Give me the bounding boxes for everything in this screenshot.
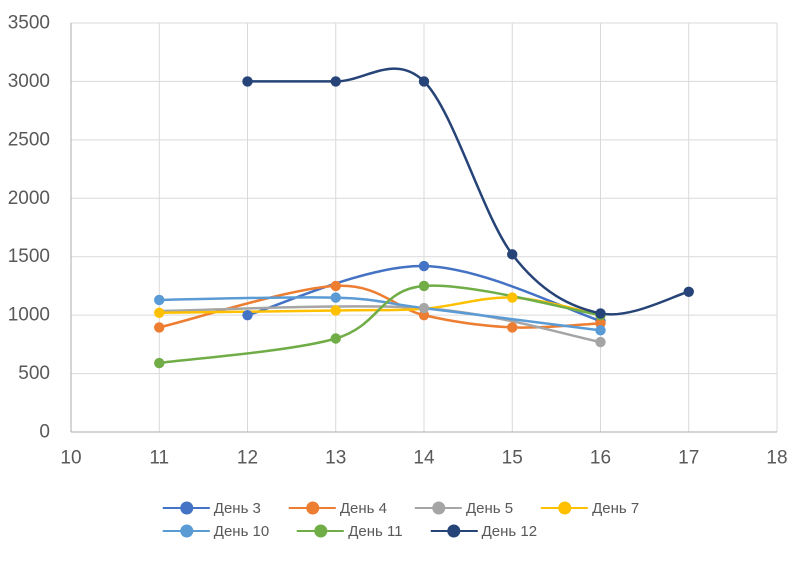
svg-text:12: 12 [237,448,258,469]
svg-text:1000: 1000 [8,305,50,326]
svg-text:500: 500 [18,363,50,384]
svg-text:10: 10 [60,448,81,469]
svg-text:17: 17 [678,448,699,469]
svg-text:1500: 1500 [8,246,50,267]
svg-text:3500: 3500 [8,13,50,34]
svg-text:15: 15 [502,448,523,469]
svg-text:2500: 2500 [8,129,50,150]
svg-text:18: 18 [766,448,787,469]
svg-text:16: 16 [590,448,611,469]
svg-text:14: 14 [413,448,435,469]
svg-text:11: 11 [149,448,169,469]
svg-text:0: 0 [39,422,50,443]
svg-text:2000: 2000 [8,188,50,209]
svg-text:3000: 3000 [8,71,50,92]
svg-text:13: 13 [325,448,346,469]
